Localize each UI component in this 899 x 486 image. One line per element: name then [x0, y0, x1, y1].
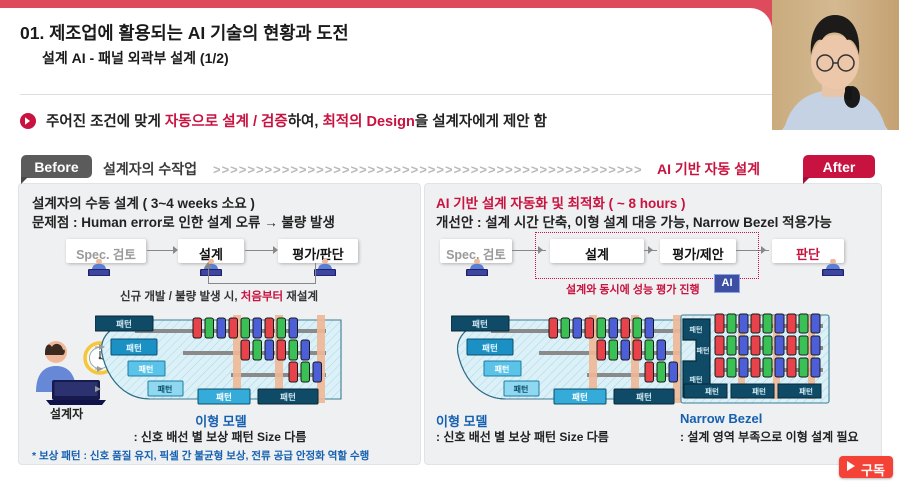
svg-text:패턴: 패턴 [216, 392, 232, 402]
svg-text:패턴: 패턴 [572, 392, 588, 402]
svg-text:패턴: 패턴 [799, 386, 813, 396]
svg-text:패턴: 패턴 [126, 343, 142, 353]
svg-text:패턴: 패턴 [514, 384, 529, 394]
svg-text:패턴: 패턴 [752, 386, 766, 396]
svg-text:패턴: 패턴 [697, 346, 710, 355]
svg-text:패턴: 패턴 [636, 392, 652, 402]
svg-text:패턴: 패턴 [690, 325, 703, 334]
svg-text:패턴: 패턴 [280, 392, 296, 402]
svg-text:패턴: 패턴 [482, 343, 498, 353]
svg-text:패턴: 패턴 [472, 319, 488, 329]
svg-text:패턴: 패턴 [116, 319, 132, 329]
svg-text:패턴: 패턴 [690, 375, 703, 384]
svg-text:패턴: 패턴 [139, 364, 154, 374]
svg-text:패턴: 패턴 [705, 386, 719, 396]
svg-text:패턴: 패턴 [495, 364, 510, 374]
svg-text:패턴: 패턴 [158, 384, 173, 394]
